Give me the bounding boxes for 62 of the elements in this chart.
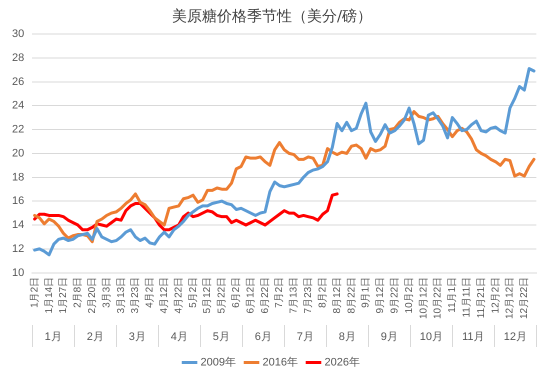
legend-label: 2026年 — [324, 356, 360, 369]
x-tick-label: 5月22日 — [216, 276, 228, 314]
text: 1月 — [44, 331, 62, 344]
x-tick-label: 10月22日 — [432, 276, 444, 320]
x-tick-label: 7月13日 — [288, 276, 300, 314]
x-tick-label: 11月1日 — [447, 276, 458, 313]
y-tick-label: 30 — [12, 28, 24, 40]
x-tick-label: 12月22日 — [519, 276, 530, 320]
x-tick-label: 12月12日 — [504, 276, 516, 320]
x-tick-label: 2月8日 — [72, 276, 84, 308]
text: 3月 — [128, 331, 146, 344]
x-tick-label: 3月3日 — [101, 276, 112, 308]
y-tick-label: 18 — [12, 171, 24, 184]
x-tick-label: 4月2日 — [144, 276, 156, 308]
y-tick-label: 28 — [12, 52, 24, 64]
text: 12月 — [504, 331, 527, 344]
x-tick-label: 10月12日 — [418, 276, 430, 320]
y-tick-label: 14 — [12, 219, 24, 232]
y-tick-label: 12 — [12, 242, 24, 255]
text: 4月 — [170, 331, 188, 344]
x-tick-label: 6月2日 — [231, 276, 242, 308]
x-tick-label: 9月22日 — [389, 276, 400, 314]
y-tick-label: 22 — [12, 124, 24, 136]
x-tick-label: 3月23日 — [130, 276, 142, 314]
x-tick-label: 12月2日 — [490, 276, 502, 314]
x-tick-label: 8月22日 — [346, 276, 358, 314]
x-tick-label: 9月1日 — [360, 276, 372, 308]
x-tick-label: 3月13日 — [116, 276, 127, 314]
x-tick-label: 4月22日 — [173, 276, 184, 314]
x-tick-label: 7月2日 — [274, 276, 286, 308]
text: 2月 — [86, 331, 104, 344]
text: 6月 — [254, 331, 272, 344]
legend-label: 2009年 — [200, 356, 236, 369]
x-tick-label: 1月2日 — [29, 276, 40, 308]
x-tick-label: 9月12日 — [375, 276, 386, 314]
y-tick-label: 16 — [12, 195, 24, 208]
chart-title: 美原糖价格季节性（美分/磅） — [172, 6, 372, 25]
x-tick-label: 8月12日 — [332, 276, 343, 314]
x-tick-label: 6月22日 — [260, 276, 271, 314]
x-tick-label: 11月21日 — [476, 276, 487, 318]
text: 7月 — [296, 331, 314, 344]
y-tick-label: 20 — [12, 147, 24, 160]
y-tick-label: 26 — [12, 76, 24, 88]
text: 11月 — [462, 331, 485, 344]
x-tick-label: 7月23日 — [303, 276, 314, 314]
text: 8月 — [338, 331, 356, 344]
text: 9月 — [380, 331, 398, 344]
legend-label: 2016年 — [262, 356, 298, 369]
text: 5月 — [212, 331, 230, 344]
x-tick-label: 5月2日 — [188, 276, 199, 308]
x-tick-label: 4月12日 — [159, 276, 170, 314]
x-tick-label: 5月12日 — [202, 276, 214, 314]
x-tick-label: 10月2日 — [404, 276, 415, 314]
x-tick-label: 1月14日 — [44, 276, 55, 314]
x-tick-label: 11月11日 — [461, 276, 472, 318]
text: 10月 — [420, 331, 443, 344]
y-tick-label: 24 — [12, 100, 24, 112]
y-tick-label: 10 — [12, 266, 24, 279]
x-tick-label: 8月2日 — [317, 276, 328, 308]
x-tick-label: 6月12日 — [245, 276, 256, 314]
x-tick-label: 1月27日 — [58, 276, 70, 314]
x-tick-label: 2月20日 — [87, 276, 98, 314]
